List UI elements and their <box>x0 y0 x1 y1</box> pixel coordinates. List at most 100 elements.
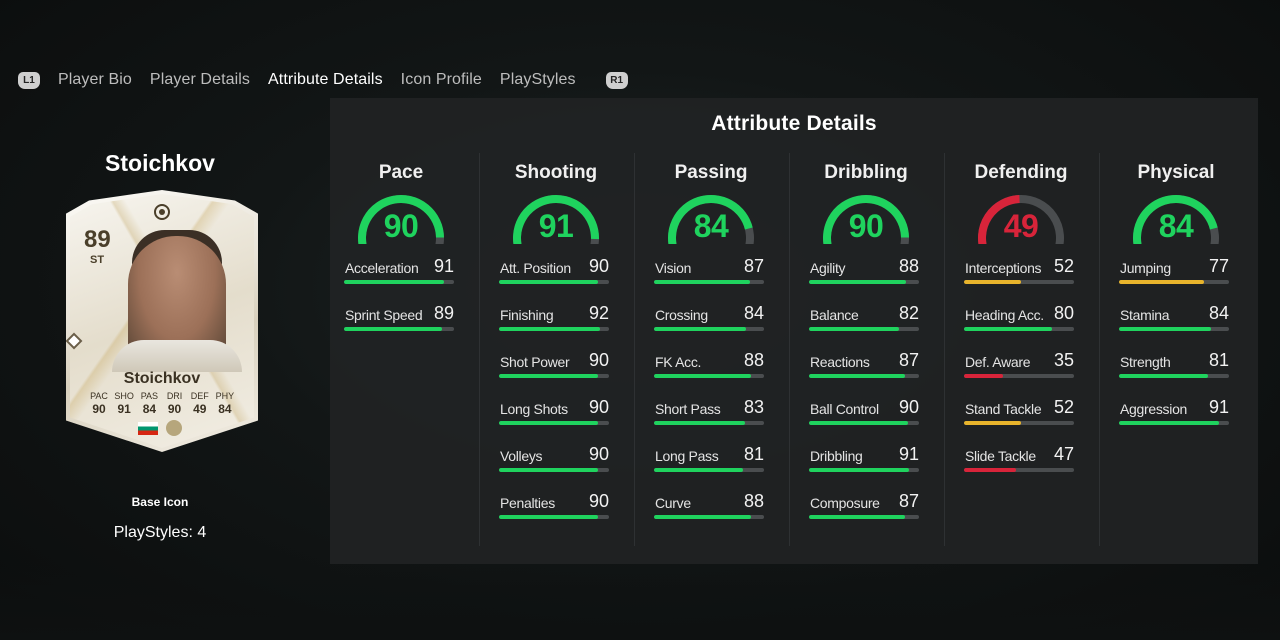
attribute-name: Def. Aware <box>965 354 1031 370</box>
attribute-value: 88 <box>743 491 764 511</box>
attribute-name: Vision <box>655 260 692 276</box>
tab-player-details[interactable]: Player Details <box>149 71 251 88</box>
attribute-name: Crossing <box>655 307 708 323</box>
attribute-bar <box>1119 327 1229 331</box>
attribute-row[interactable]: Aggression 91 <box>1119 397 1229 444</box>
attribute-row[interactable]: Penalties 90 <box>499 491 609 538</box>
attribute-bar <box>964 468 1074 472</box>
attribute-bar-fill <box>809 327 900 331</box>
attribute-bar-fill <box>654 327 747 331</box>
card-stat-label: PAS <box>140 391 159 401</box>
category-rating: 49 <box>1003 208 1039 244</box>
attribute-name: Ball Control <box>810 401 879 417</box>
attribute-row[interactable]: Short Pass 83 <box>654 397 764 444</box>
attribute-name: Heading Acc. <box>965 307 1044 323</box>
attribute-row[interactable]: Interceptions 52 <box>964 256 1074 303</box>
category-rating: 90 <box>848 208 884 244</box>
attribute-bar <box>964 280 1074 284</box>
attribute-row[interactable]: Slide Tackle 47 <box>964 444 1074 491</box>
attribute-bar <box>809 468 919 472</box>
tab-player-bio[interactable]: Player Bio <box>58 71 132 88</box>
attribute-row[interactable]: Vision 87 <box>654 256 764 303</box>
attribute-row[interactable]: Sprint Speed 89 <box>344 303 454 350</box>
attribute-row[interactable]: Ball Control 90 <box>809 397 919 444</box>
attribute-list: Interceptions 52 Heading Acc. 80 Def. Aware 3… <box>962 256 1080 491</box>
attribute-name: Aggression <box>1120 401 1188 417</box>
attribute-bar <box>654 515 764 519</box>
attribute-value: 90 <box>588 397 609 417</box>
attribute-row[interactable]: Strength 81 <box>1119 350 1229 397</box>
attribute-row[interactable]: Long Pass 81 <box>654 444 764 491</box>
attribute-row[interactable]: Shot Power 90 <box>499 350 609 397</box>
gauge-arc <box>358 195 444 244</box>
category-rating: 91 <box>538 208 574 244</box>
attribute-row[interactable]: Long Shots 90 <box>499 397 609 444</box>
attribute-bar <box>499 280 609 284</box>
attribute-value: 91 <box>1208 397 1229 417</box>
attribute-value: 92 <box>588 303 609 323</box>
attribute-row[interactable]: FK Acc. 88 <box>654 350 764 397</box>
attribute-bar-fill <box>964 421 1022 425</box>
playstyles-count: PlayStyles: 4 <box>113 524 207 541</box>
r1-button-hint[interactable]: R1 <box>605 71 628 89</box>
attribute-bar <box>344 280 454 284</box>
category-physical: Physical 84 Jumping 77 Stamina 84 Strength 81 Ag… <box>1117 162 1235 444</box>
column-divider <box>789 153 790 546</box>
attribute-row[interactable]: Curve 88 <box>654 491 764 538</box>
attribute-row[interactable]: Def. Aware 35 <box>964 350 1074 397</box>
attribute-bar-fill <box>809 374 905 378</box>
attribute-row[interactable]: Acceleration 91 <box>344 256 454 303</box>
attribute-row[interactable]: Jumping 77 <box>1119 256 1229 303</box>
attribute-row[interactable]: Composure 87 <box>809 491 919 538</box>
attribute-bar-fill <box>964 374 1003 378</box>
attribute-bar-fill <box>654 515 751 519</box>
attribute-value: 87 <box>898 350 919 370</box>
attribute-bar-fill <box>344 280 445 284</box>
category-name: Shooting <box>514 162 598 183</box>
attribute-row[interactable]: Crossing 84 <box>654 303 764 350</box>
attribute-row[interactable]: Stand Tackle 52 <box>964 397 1074 444</box>
player-portrait <box>128 236 226 358</box>
attribute-row[interactable]: Volleys 90 <box>499 444 609 491</box>
card-stat-label: PAC <box>90 391 108 401</box>
attribute-bar <box>499 515 609 519</box>
attribute-row[interactable]: Reactions 87 <box>809 350 919 397</box>
attribute-bar <box>654 327 764 331</box>
card-stat-value: 91 <box>117 402 131 416</box>
attribute-bar <box>964 374 1074 378</box>
attribute-row[interactable]: Stamina 84 <box>1119 303 1229 350</box>
attribute-bar-fill <box>964 327 1052 331</box>
attribute-bar-fill <box>1119 327 1212 331</box>
tab-icon-profile[interactable]: Icon Profile <box>400 71 482 88</box>
gauge-fill <box>668 194 753 244</box>
attribute-bar <box>809 515 919 519</box>
attribute-list: Acceleration 91 Sprint Speed 89 <box>342 256 460 350</box>
attribute-row[interactable]: Agility 88 <box>809 256 919 303</box>
tab-playstyles[interactable]: PlayStyles <box>499 71 576 88</box>
attribute-row[interactable]: Finishing 92 <box>499 303 609 350</box>
attribute-bar-fill <box>964 468 1016 472</box>
category-rating: 90 <box>383 208 419 244</box>
category-dribbling: Dribbling 90 Agility 88 Balance 82 Reactions 87… <box>807 162 925 538</box>
l1-button-hint[interactable]: L1 <box>18 71 40 89</box>
attribute-value: 90 <box>898 397 919 417</box>
category-name: Physical <box>1137 162 1215 183</box>
attribute-row[interactable]: Heading Acc. 80 <box>964 303 1074 350</box>
column-divider <box>1099 153 1100 546</box>
card-stat-labels: PAC SHO PAS DRI DEF PHY <box>88 391 236 401</box>
card-stat-label: SHO <box>114 391 134 401</box>
category-shooting: Shooting 91 Att. Position 90 Finishing 92 Shot… <box>497 162 615 538</box>
category-name: Pace <box>378 162 424 183</box>
tab-attribute-details[interactable]: Attribute Details <box>268 71 383 88</box>
attribute-row[interactable]: Balance 82 <box>809 303 919 350</box>
background-shade <box>0 560 1280 640</box>
gauge-arc <box>668 194 754 244</box>
attribute-value: 35 <box>1053 350 1074 370</box>
attribute-row[interactable]: Att. Position 90 <box>499 256 609 303</box>
player-card: 89 ST Stoichkov PAC SHO PAS DRI DEF PHY … <box>66 190 258 452</box>
gauge-arc <box>513 195 599 244</box>
attribute-bar <box>809 374 919 378</box>
attribute-row[interactable]: Dribbling 91 <box>809 444 919 491</box>
attribute-value: 52 <box>1053 397 1074 417</box>
column-divider <box>634 153 635 546</box>
